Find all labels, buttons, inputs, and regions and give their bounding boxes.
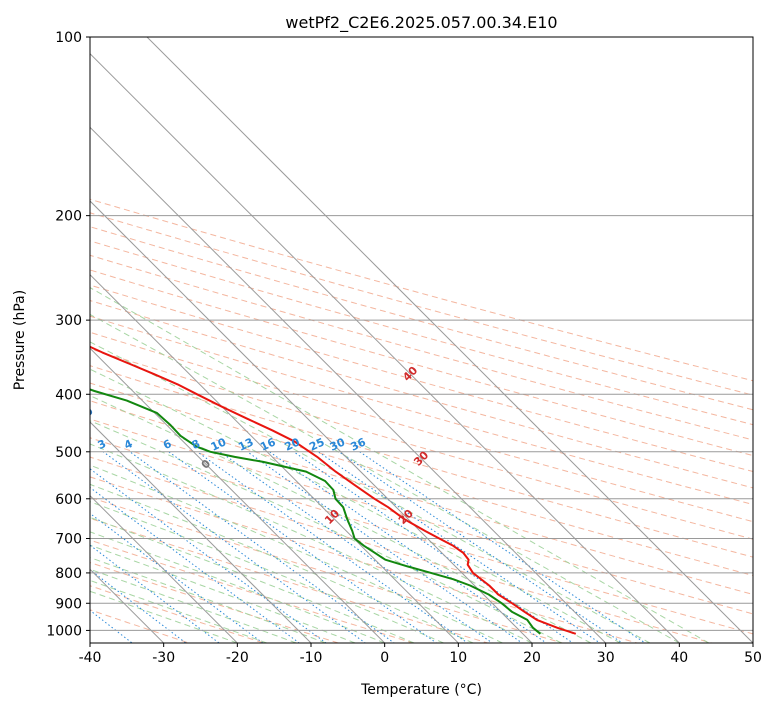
x-tick-label: 0 — [380, 650, 389, 666]
isotherm-line — [90, 421, 312, 643]
plot-area: 0.10.20.40.611.52346810131620253036-100-… — [73, 37, 753, 643]
mixing-ratio-label: 20 — [283, 435, 303, 453]
x-tick-label: -40 — [79, 650, 102, 666]
mixing-ratio-label: 16 — [258, 435, 278, 453]
x-tick-label: 30 — [597, 650, 615, 666]
moist-adiabat-line — [90, 557, 326, 643]
x-tick-label: 20 — [523, 650, 541, 666]
mixing-ratio-label: 13 — [236, 436, 255, 454]
isotherm-line — [90, 52, 681, 643]
mixing-ratio-label: 25 — [307, 436, 326, 454]
y-tick-label: 400 — [55, 387, 82, 403]
moist-adiabat-line — [90, 501, 444, 643]
isotherm-line — [90, 494, 239, 643]
y-tick-label: 200 — [55, 209, 82, 225]
dry-adiabat-line — [90, 496, 565, 643]
moist-adiabat-line — [90, 568, 297, 643]
dry-adiabat-line — [90, 348, 753, 540]
dry-adiabat-line — [90, 418, 753, 615]
dry-adiabat-line — [90, 254, 753, 441]
x-tick-label: -30 — [152, 650, 175, 666]
x-tick-label: 40 — [670, 650, 688, 666]
dry-adiabat-line — [90, 609, 191, 643]
moist-adiabat-line — [90, 443, 533, 643]
line-labels: 0.10.20.40.611.52346810131620253036-100-… — [73, 364, 432, 527]
dry-adiabat-line — [90, 476, 639, 643]
x-tick-label: 10 — [449, 650, 467, 666]
dry-adiabats — [90, 198, 753, 643]
moist-adiabat-line — [90, 579, 267, 643]
dry-adiabat-line — [90, 539, 415, 643]
dry-adiabat-line — [90, 331, 753, 523]
y-axis-ticks: 100 200 300 400 500 600 700 800 900 1000 — [46, 30, 90, 639]
dry-adiabat-line — [90, 456, 714, 643]
x-axis-ticks: -40 -30 -20 -10 0 10 20 30 40 50 — [79, 643, 762, 666]
dewpoint-line — [90, 388, 542, 635]
x-tick-label: 50 — [744, 650, 762, 666]
pressure-gridlines — [90, 37, 753, 631]
moist-adiabat-line — [90, 544, 356, 643]
isotherms — [90, 37, 753, 643]
isotherm-line — [146, 37, 753, 643]
isotherm-line — [90, 126, 607, 643]
isotherm-line — [90, 273, 460, 643]
dry-adiabat-line — [90, 437, 753, 635]
x-tick-label: -10 — [300, 650, 323, 666]
moist-adiabat-line — [90, 464, 503, 643]
isotherm-line — [90, 200, 533, 643]
y-tick-label: 700 — [55, 532, 82, 548]
y-tick-label: 800 — [55, 566, 82, 582]
profile-series — [90, 345, 577, 635]
moist-adiabat-line — [90, 420, 562, 643]
y-axis-label: Pressure (hPa) — [12, 290, 28, 390]
mixing-ratio-label: 30 — [328, 435, 348, 453]
temperature-line — [90, 345, 577, 635]
x-axis-label: Temperature (°C) — [360, 682, 482, 698]
moist-adiabat-line — [90, 313, 680, 643]
dry-adiabat-line — [90, 226, 753, 411]
isotherm-line — [90, 347, 386, 643]
y-tick-label: 500 — [55, 445, 82, 461]
moist-adiabat-line — [90, 483, 474, 643]
moist-adiabat-line — [90, 286, 710, 643]
y-tick-label: 900 — [55, 596, 82, 612]
y-tick-label: 300 — [55, 313, 82, 329]
chart-title: wetPf2_C2E6.2025.057.00.34.E10 — [285, 13, 557, 33]
mixing-ratio-label: 10 — [209, 435, 229, 453]
y-tick-label: 600 — [55, 492, 82, 508]
x-tick-label: -20 — [226, 650, 249, 666]
dry-adiabat-line — [90, 562, 340, 643]
dry-adiabat-line — [90, 198, 753, 382]
isotherm-label: -10 — [73, 404, 96, 427]
mixing-ratio-label: 36 — [349, 435, 369, 453]
plot-frame — [89, 36, 754, 644]
y-tick-label: 100 — [55, 30, 82, 46]
y-tick-label: 1000 — [46, 623, 82, 639]
